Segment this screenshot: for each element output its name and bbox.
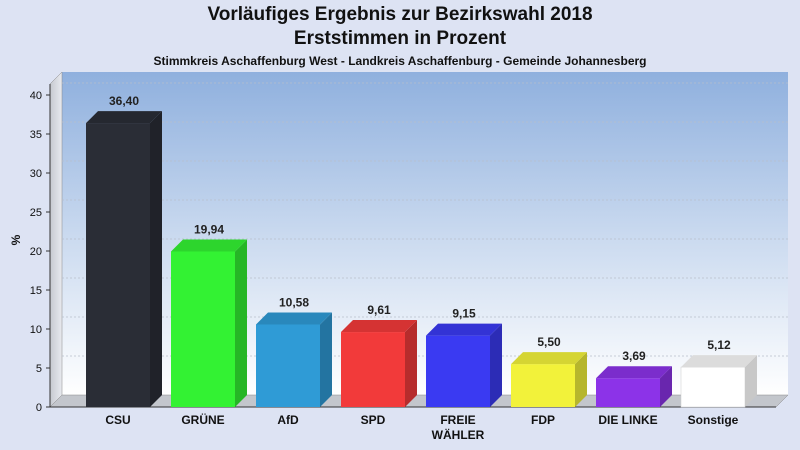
bar-front [426, 335, 490, 407]
category-label-line2: WÄHLER [432, 427, 485, 442]
chart-title: Vorläufiges Ergebnis zur Bezirkswahl 201… [207, 4, 593, 25]
bar-front [511, 364, 575, 407]
bar-front [86, 123, 150, 407]
bar-value-label: 3,69 [622, 349, 646, 363]
y-tick-label: 0 [36, 402, 42, 414]
bar-top [341, 320, 417, 333]
bar-value-label: 36,40 [109, 94, 139, 108]
bar-top [86, 111, 162, 124]
y-tick-label: 15 [30, 285, 42, 297]
bar-side [150, 111, 162, 407]
bar-front [680, 366, 746, 408]
bar-front [256, 324, 320, 407]
plot-floor [49, 394, 789, 408]
bar-side [235, 239, 247, 407]
bar-side [320, 312, 332, 407]
category-label: DIE LINKE [598, 413, 657, 427]
y-tick-label: 10 [30, 324, 42, 336]
y-tick-label: 35 [30, 129, 42, 141]
bar-top [511, 352, 587, 365]
bar-value-label: 10,58 [279, 295, 309, 309]
y-axis-label: % [9, 234, 23, 245]
category-label: AfD [277, 413, 299, 427]
y-tick-label: 40 [30, 90, 42, 102]
bar-front [341, 332, 405, 407]
bar-value-label: 5,12 [707, 338, 731, 352]
bar-top [256, 312, 332, 325]
bar-side [575, 352, 587, 407]
bar-top [681, 355, 757, 368]
bar-side [745, 355, 757, 407]
bar-value-label: 19,94 [194, 222, 224, 236]
y-tick-label: 30 [30, 168, 42, 180]
bar-top [171, 239, 247, 252]
category-label: CSU [105, 413, 130, 427]
category-label: GRÜNE [181, 412, 224, 427]
y-tick-label: 25 [30, 207, 42, 219]
bar-top [596, 366, 672, 379]
plot-side-wall [49, 71, 63, 408]
bar-front [596, 378, 660, 407]
category-label: SPD [361, 413, 386, 427]
bar-front [171, 251, 235, 407]
bar-value-label: 9,61 [367, 303, 391, 317]
category-label: FDP [531, 413, 555, 427]
bar-side [405, 320, 417, 407]
bar-value-label: 9,15 [452, 307, 476, 321]
category-label: FREIE [440, 413, 475, 427]
bar-value-label: 5,50 [537, 335, 561, 349]
bar-side [660, 366, 672, 407]
bar-side [490, 323, 502, 407]
chart-title-line2: Erststimmen in Prozent [293, 28, 507, 49]
plot-back-wall [62, 72, 788, 395]
chart-subtitle: Stimmkreis Aschaffenburg West - Landkrei… [153, 54, 647, 68]
y-tick-label: 20 [30, 246, 42, 258]
category-label: Sonstige [688, 413, 739, 427]
y-tick-label: 5 [36, 363, 42, 375]
bar-top [426, 323, 502, 336]
